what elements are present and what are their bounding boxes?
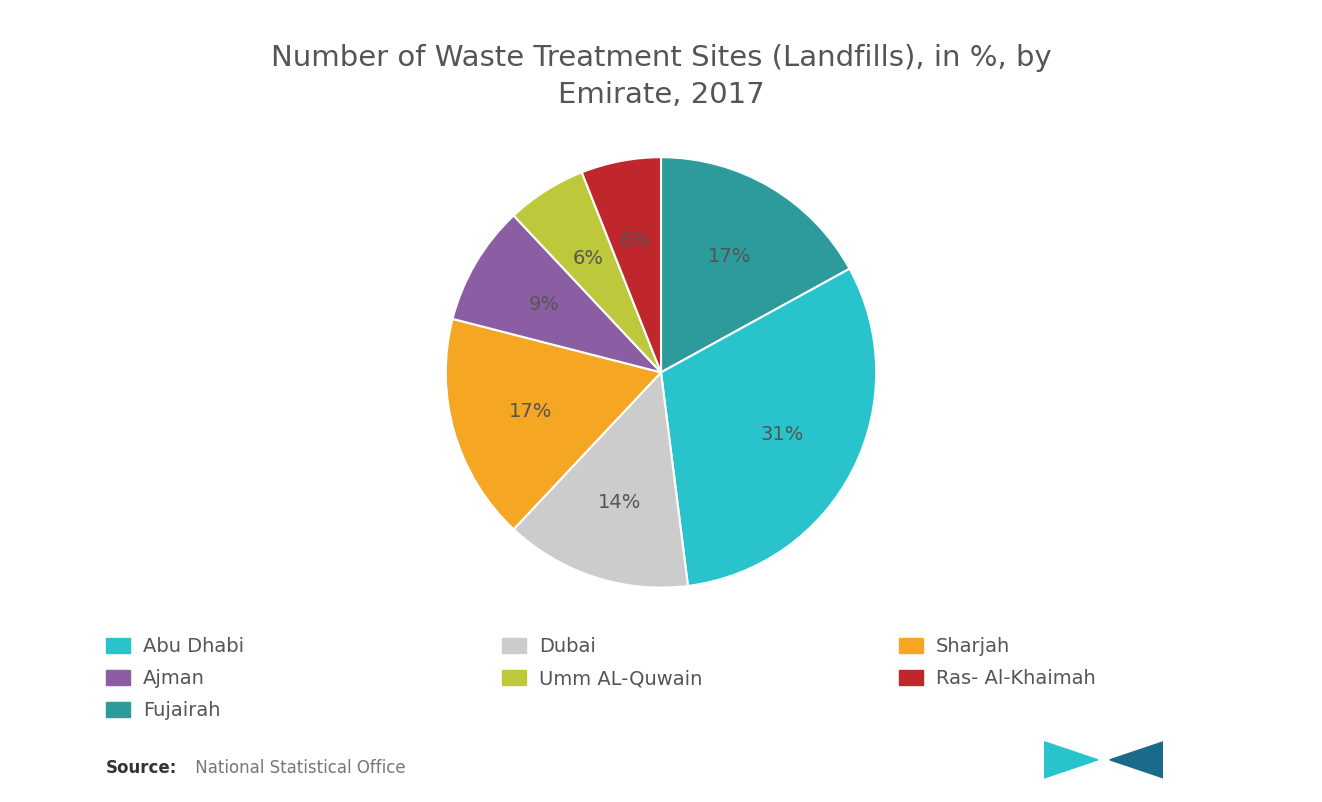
Text: 9%: 9% — [529, 294, 559, 314]
Text: Abu Dhabi: Abu Dhabi — [143, 636, 243, 655]
Text: Umm AL-Quwain: Umm AL-Quwain — [539, 668, 703, 687]
Wedge shape — [446, 319, 661, 529]
Wedge shape — [661, 158, 850, 373]
Wedge shape — [661, 269, 876, 586]
Text: 31%: 31% — [760, 425, 804, 444]
Polygon shape — [1044, 742, 1097, 778]
Text: 17%: 17% — [509, 401, 553, 420]
Wedge shape — [452, 217, 661, 373]
Text: Ras- Al-Khaimah: Ras- Al-Khaimah — [936, 668, 1096, 687]
Text: 17%: 17% — [709, 247, 752, 266]
Text: Number of Waste Treatment Sites (Landfills), in %, by
Emirate, 2017: Number of Waste Treatment Sites (Landfil… — [271, 44, 1051, 109]
Text: 6%: 6% — [572, 249, 604, 268]
Text: Source:: Source: — [106, 759, 177, 776]
Text: Dubai: Dubai — [539, 636, 596, 655]
Wedge shape — [514, 173, 661, 373]
Text: 6%: 6% — [620, 230, 652, 249]
Text: Fujairah: Fujairah — [143, 700, 221, 719]
Text: Sharjah: Sharjah — [936, 636, 1010, 655]
Polygon shape — [1110, 742, 1163, 778]
Text: 14%: 14% — [598, 492, 641, 511]
Wedge shape — [514, 373, 687, 588]
Text: National Statistical Office: National Statistical Office — [190, 759, 406, 776]
Text: Ajman: Ajman — [143, 668, 205, 687]
Wedge shape — [582, 158, 661, 373]
